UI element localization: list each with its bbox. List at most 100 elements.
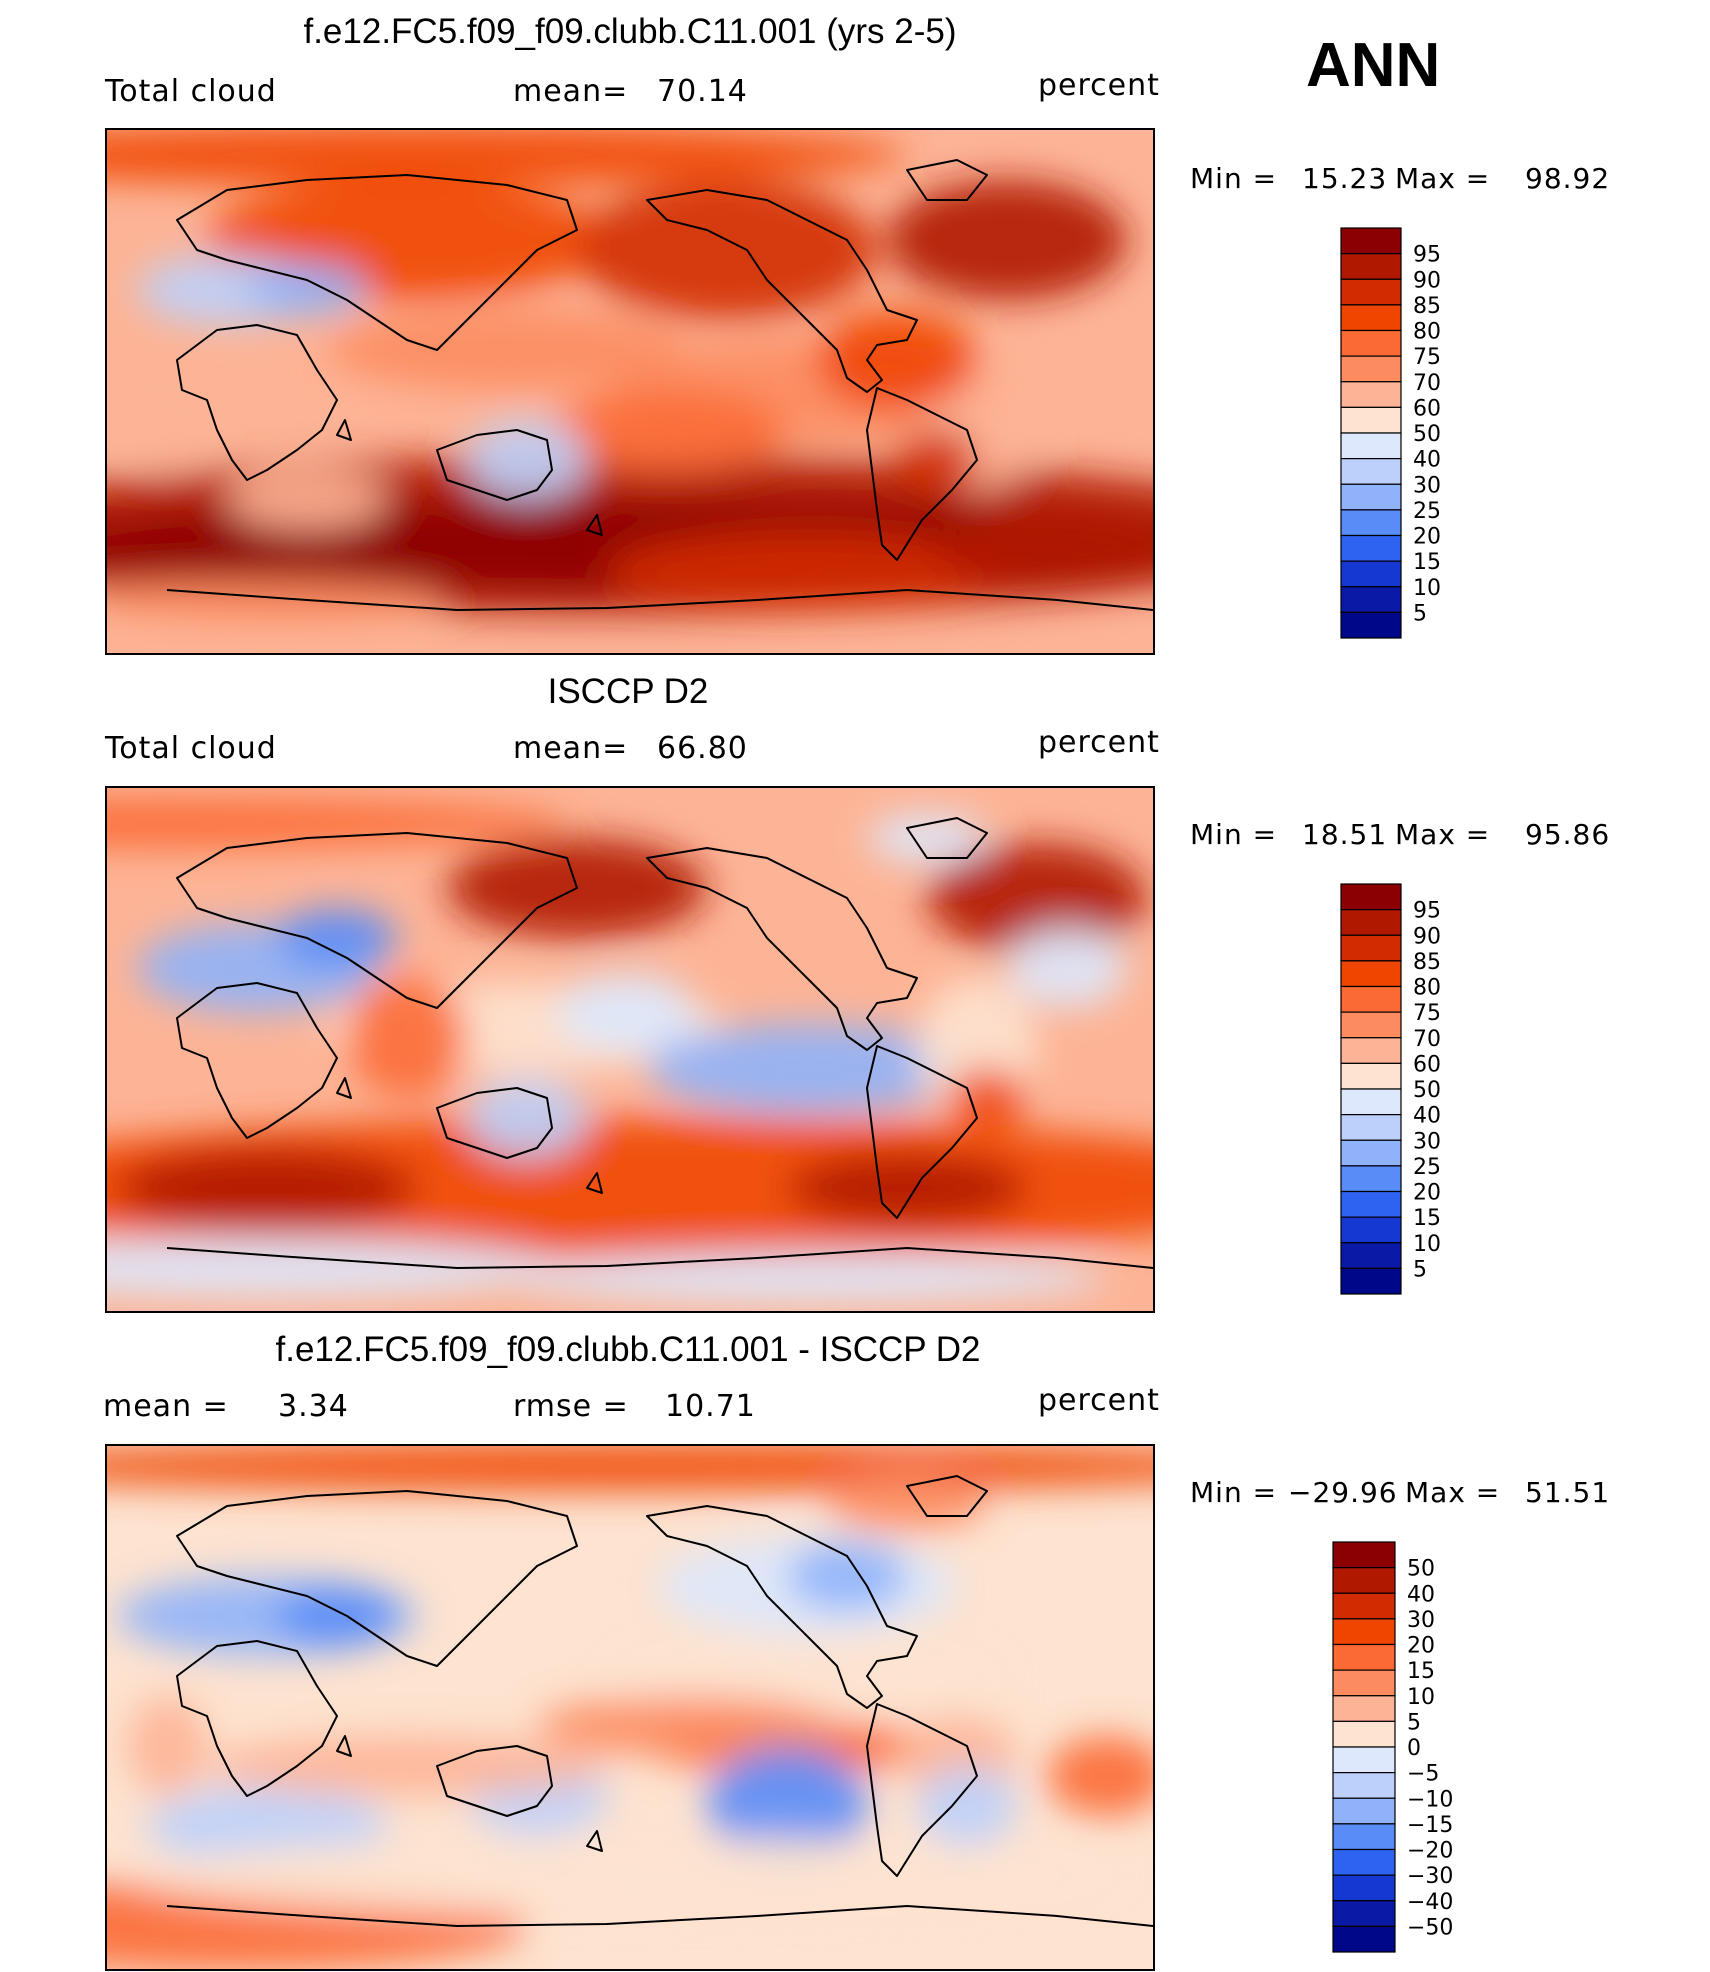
coastline [646, 847, 918, 1051]
colorbar-swatch [1332, 1643, 1396, 1671]
mean-value: 66.80 [657, 731, 748, 766]
colorbar-swatch [1340, 304, 1402, 332]
colorbar-swatch [1332, 1720, 1396, 1748]
colorbar-tick-label: 75 [1413, 345, 1441, 370]
colorbar-swatch [1340, 458, 1402, 485]
colorbar-swatch [1340, 611, 1402, 639]
colorbar-swatch [1340, 227, 1402, 255]
colorbar-tick-label: 20 [1407, 1634, 1435, 1659]
colorbar-swatch [1340, 560, 1402, 588]
colorbar-swatch [1340, 432, 1402, 460]
cloud-map [107, 130, 1153, 653]
colorbar-tick-label: 95 [1413, 243, 1441, 268]
colorbar-tick-label: −10 [1407, 1787, 1453, 1812]
panel-observation: ISCCP D2 Total cloud mean= 66.80 percent… [0, 658, 1710, 1314]
units-label: percent [1038, 68, 1160, 103]
colorbar-tick-label: 70 [1413, 1027, 1441, 1052]
coastline [166, 1247, 1153, 1269]
cloud-map [107, 1446, 1153, 1969]
colorbar-swatch [1340, 1114, 1402, 1141]
mean-value: 3.34 [278, 1389, 349, 1424]
colorbar-swatch [1340, 883, 1402, 911]
colorbar-tick-label: −40 [1407, 1890, 1453, 1915]
max-label: Max = [1395, 162, 1491, 195]
colorbar-swatch [1332, 1746, 1396, 1774]
coastline [166, 1905, 1153, 1927]
coastline [436, 1087, 553, 1159]
colorbar-swatch [1340, 278, 1402, 306]
coastline [336, 419, 352, 441]
colorbar-swatch [1340, 381, 1402, 408]
colorbar-swatch [1340, 1267, 1402, 1295]
colorbar-tick-label: 40 [1413, 448, 1441, 473]
panel-difference: f.e12.FC5.f09_f09.clubb.C11.001 - ISCCP … [0, 1316, 1710, 1972]
coastline [646, 189, 918, 393]
min-value: 18.51 [1302, 818, 1388, 851]
colorbar-swatch [1340, 355, 1402, 383]
colorbar-swatch [1332, 1541, 1396, 1569]
colorbar-tick-label: 5 [1407, 1710, 1421, 1735]
colorbar-swatch [1340, 1088, 1402, 1116]
mean-label: mean = [103, 1389, 229, 1424]
colorbar-tick-label: 60 [1413, 396, 1441, 421]
coastline [176, 1640, 338, 1797]
colorbar-tick-label: 25 [1413, 1155, 1441, 1180]
coastline [176, 174, 578, 351]
season-label: ANN [1306, 31, 1441, 100]
panel-title: ISCCP D2 [547, 672, 709, 711]
min-label: Min = [1190, 162, 1278, 195]
colorbar-tick-label: 10 [1413, 576, 1441, 601]
colorbar-tick-label: −30 [1407, 1864, 1453, 1889]
colorbar-swatch [1340, 329, 1402, 357]
colorbar-swatch [1332, 1925, 1396, 1953]
min-label: Min = [1190, 818, 1278, 851]
colorbar-tick-label: 10 [1413, 1232, 1441, 1257]
max-label: Max = [1405, 1476, 1501, 1509]
coastline [906, 817, 988, 859]
map-plot [105, 1444, 1155, 1971]
colorbar-tick-label: 15 [1413, 550, 1441, 575]
colorbar-swatch [1340, 483, 1402, 511]
colorbar-swatch [1332, 1848, 1396, 1876]
colorbar-tick-label: −15 [1407, 1813, 1453, 1838]
colorbar-swatch [1332, 1900, 1396, 1927]
colorbar-tick-label: 70 [1413, 371, 1441, 396]
colorbar-tick-label: −20 [1407, 1839, 1453, 1864]
max-value: 95.86 [1525, 818, 1611, 851]
max-value: 51.51 [1525, 1476, 1611, 1509]
panel-title: f.e12.FC5.f09_f09.clubb.C11.001 (yrs 2-5… [303, 12, 957, 51]
colorbar-swatch [1340, 960, 1402, 988]
colorbar-swatch [1340, 1216, 1402, 1244]
coastline [436, 429, 553, 501]
cloud-map [107, 788, 1153, 1311]
colorbar-swatch [1340, 1190, 1402, 1218]
min-value: 15.23 [1302, 162, 1388, 195]
colorbar-swatch [1332, 1669, 1396, 1697]
colorbar-tick-label: 5 [1413, 601, 1427, 626]
colorbar: 95 90 85 80 75 70 60 50 40 30 25 20 15 10 5 [1340, 883, 1501, 1299]
mean-label: mean= [513, 731, 629, 766]
colorbar-swatch [1332, 1772, 1396, 1799]
colorbar-tick-label: 0 [1407, 1736, 1421, 1761]
colorbar: 50 40 30 20 15 10 5 0 −5 −10 −15 −20 −30 −40 −50 [1332, 1541, 1503, 1957]
rmse-label: rmse = [513, 1389, 629, 1424]
coastline [866, 1045, 978, 1219]
colorbar-swatch [1340, 586, 1402, 613]
colorbar-tick-label: 30 [1413, 473, 1441, 498]
colorbar-tick-label: 30 [1407, 1608, 1435, 1633]
colorbar-tick-label: 75 [1413, 1001, 1441, 1026]
colorbar-tick-label: 5 [1413, 1257, 1427, 1282]
colorbar-tick-label: 80 [1413, 320, 1441, 345]
colorbar-tick-label: 90 [1413, 268, 1441, 293]
colorbar-tick-label: 85 [1413, 294, 1441, 319]
coastline [176, 324, 338, 481]
colorbar: 95 90 85 80 75 70 60 50 40 30 25 20 15 10 5 [1340, 227, 1501, 643]
colorbar-swatch [1340, 509, 1402, 537]
coastline [176, 982, 338, 1139]
colorbar-swatch [1332, 1618, 1396, 1646]
panel-model: f.e12.FC5.f09_f09.clubb.C11.001 (yrs 2-5… [0, 0, 1710, 656]
colorbar-swatch [1340, 934, 1402, 962]
coastline [906, 1475, 988, 1517]
colorbar-tick-label: 50 [1413, 422, 1441, 447]
colorbar-tick-label: −50 [1407, 1915, 1453, 1940]
